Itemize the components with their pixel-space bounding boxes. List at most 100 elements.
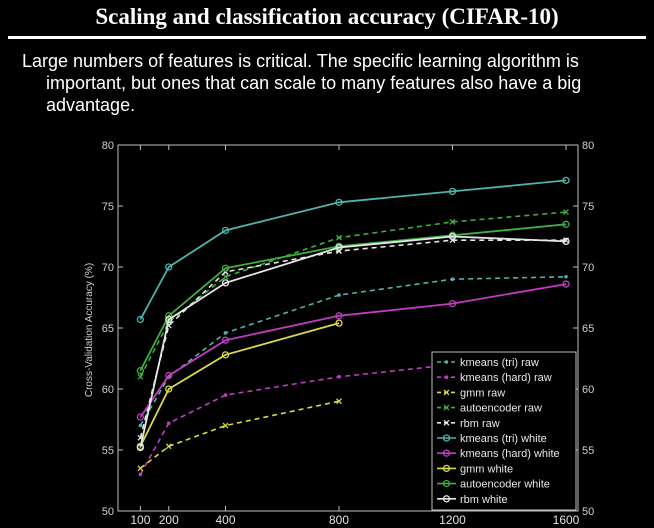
- data-point: [337, 293, 341, 297]
- data-point: [337, 375, 341, 379]
- legend-label: kmeans (tri) white: [460, 433, 547, 445]
- series-line: [139, 235, 567, 448]
- series-line: [139, 223, 567, 372]
- series-gmm-raw: [137, 398, 342, 472]
- legend-marker: [442, 434, 451, 442]
- series-line: [139, 276, 567, 427]
- y-tick-label-left: 60: [102, 384, 114, 396]
- legend-label: gmm white: [460, 463, 513, 475]
- slide-title: Scaling and classification accuracy (CIF…: [95, 4, 559, 29]
- description-line-2: important, but ones that can scale to ma…: [46, 73, 582, 93]
- data-point: [165, 371, 173, 380]
- y-tick-label-right: 60: [582, 384, 594, 396]
- data-point: [138, 423, 143, 428]
- data-point: [562, 220, 570, 228]
- y-tick-label-right: 65: [582, 323, 594, 335]
- x-tick-label: 1600: [553, 513, 580, 527]
- y-tick-label-right: 70: [582, 262, 594, 274]
- data-point: [450, 277, 455, 282]
- y-tick-label-left: 75: [102, 201, 114, 213]
- data-point: [221, 336, 230, 344]
- legend-item: gmm white: [437, 463, 513, 475]
- legend-marker: [442, 479, 451, 488]
- data-point: [222, 273, 229, 280]
- y-tick-label-left: 55: [102, 445, 114, 457]
- data-point: [138, 472, 143, 477]
- legend-item: gmm raw: [437, 387, 505, 399]
- y-axis-label: Cross-Validation Accuracy (%): [84, 263, 95, 397]
- data-point: [335, 312, 343, 320]
- legend-marker: [443, 419, 450, 426]
- legend-marker: [444, 360, 449, 364]
- data-point: [165, 315, 173, 324]
- legend-label: kmeans (tri) raw: [460, 357, 539, 369]
- legend-item: autoencoder raw: [437, 403, 542, 415]
- series-gmm-white: [136, 319, 343, 450]
- title-underline: [8, 36, 646, 39]
- legend-marker: [443, 404, 450, 411]
- data-point: [564, 274, 568, 279]
- y-tick-label-left: 70: [102, 262, 114, 274]
- legend-item: rbm white: [437, 494, 508, 506]
- data-point: [336, 398, 342, 405]
- x-tick-label: 400: [215, 513, 235, 527]
- legend-marker: [444, 375, 449, 380]
- legend-label: kmeans (hard) raw: [460, 372, 552, 384]
- data-point: [137, 465, 144, 472]
- data-point: [137, 373, 144, 380]
- data-point: [335, 243, 343, 252]
- data-point: [221, 226, 230, 235]
- y-tick-label-right: 75: [582, 201, 594, 213]
- legend-marker: [442, 495, 451, 503]
- data-point: [221, 351, 230, 359]
- series-line: [139, 283, 567, 418]
- data-point: [562, 176, 570, 185]
- legend-label: autoencoder white: [460, 479, 550, 491]
- series-rbm-white: [136, 232, 570, 452]
- y-tick-label-right: 50: [582, 506, 594, 518]
- legend-item: kmeans (hard) white: [437, 448, 560, 460]
- data-point: [448, 232, 457, 241]
- legend-marker: [442, 449, 451, 457]
- series-kmeans-hard-white: [136, 280, 570, 421]
- x-tick-label: 200: [159, 513, 179, 527]
- legend-marker: [443, 389, 450, 396]
- y-tick-label-left: 65: [102, 323, 114, 335]
- data-point: [223, 393, 228, 397]
- description-line-3: advantage.: [46, 95, 136, 115]
- data-point: [221, 279, 230, 287]
- data-point: [336, 234, 342, 241]
- x-tick-label: 1200: [439, 513, 466, 527]
- data-point: [165, 443, 172, 450]
- series-line: [139, 400, 340, 469]
- legend-item: rbm raw: [437, 418, 500, 430]
- data-point: [222, 422, 229, 429]
- series-kmeans-tri-white: [136, 176, 570, 324]
- data-point: [562, 237, 570, 246]
- legend: kmeans (tri) raw kmeans (hard) raw gmm raw…: [431, 351, 577, 511]
- data-point: [221, 264, 230, 272]
- series-line: [139, 179, 567, 320]
- data-point: [166, 421, 171, 425]
- legend-item: kmeans (hard) raw: [437, 372, 552, 384]
- data-point: [449, 218, 456, 225]
- slide-description: Large numbers of features is critical. T…: [22, 50, 622, 116]
- data-point: [448, 299, 457, 308]
- description-line-1: Large numbers of features is critical. T…: [22, 51, 579, 71]
- x-tick-label: 100: [130, 513, 150, 527]
- data-point: [165, 263, 173, 271]
- y-tick-label-left: 50: [102, 506, 114, 518]
- data-point: [562, 280, 570, 288]
- data-point: [136, 413, 145, 421]
- data-point: [165, 385, 173, 393]
- data-point: [448, 187, 457, 196]
- series-line: [139, 239, 566, 438]
- series-line: [139, 211, 567, 378]
- data-point: [223, 331, 228, 335]
- data-point: [563, 209, 569, 216]
- legend-label: gmm raw: [460, 387, 505, 399]
- legend-label: autoencoder raw: [460, 403, 542, 415]
- series-line: [139, 322, 340, 447]
- x-tick-label: 800: [329, 513, 349, 527]
